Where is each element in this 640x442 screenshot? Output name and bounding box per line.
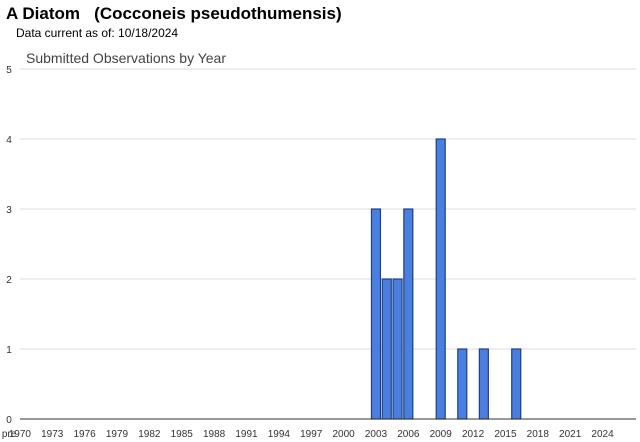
- gridlines: [20, 68, 636, 350]
- y-tick-label: 0: [6, 415, 12, 426]
- bar-2009: [435, 138, 446, 420]
- y-tick-label: 3: [6, 205, 12, 216]
- x-tick-label: 2006: [397, 429, 420, 440]
- x-tick-label: 2000: [332, 429, 355, 440]
- y-tick-label: 1: [6, 345, 12, 356]
- bar-2011: [457, 348, 468, 420]
- y-tick-label: 2: [6, 275, 12, 286]
- bar-2016: [511, 348, 522, 420]
- chart-title: Submitted Observations by Year: [26, 50, 227, 66]
- y-axis-ticks: 0 1 2 3 4 5: [6, 65, 12, 426]
- x-tick-label: 1997: [300, 429, 323, 440]
- x-tick-label: 1994: [268, 429, 291, 440]
- x-tick-label: 1985: [171, 429, 194, 440]
- x-tick-label: 1976: [74, 429, 97, 440]
- x-tick-label: 1979: [106, 429, 129, 440]
- x-tick-label: 1970: [9, 429, 32, 440]
- x-tick-label: 2024: [591, 429, 614, 440]
- bar-2013: [478, 348, 489, 420]
- x-tick-label: pre: [2, 429, 17, 440]
- x-tick-label: 2009: [430, 429, 453, 440]
- x-tick-label: 1991: [235, 429, 258, 440]
- bar-2005: [392, 278, 403, 420]
- x-tick-label: 1982: [138, 429, 161, 440]
- y-tick-label: 5: [6, 65, 12, 76]
- x-tick-label: 1988: [203, 429, 226, 440]
- data-current-label: Data current as of: 10/18/2024: [16, 26, 179, 40]
- bar-2003: [370, 208, 382, 420]
- x-tick-label: 2015: [494, 429, 517, 440]
- x-tick-label: 1973: [41, 429, 64, 440]
- y-tick-label: 4: [6, 135, 12, 146]
- page-title: A Diatom (Cocconeis pseudothumensis): [6, 4, 342, 23]
- x-tick-label: 2018: [527, 429, 550, 440]
- x-tick-label: 2003: [365, 429, 388, 440]
- x-tick-label: 2021: [559, 429, 582, 440]
- bar-2006: [403, 208, 414, 420]
- bar-2004: [381, 278, 392, 420]
- x-tick-label: 2012: [462, 429, 485, 440]
